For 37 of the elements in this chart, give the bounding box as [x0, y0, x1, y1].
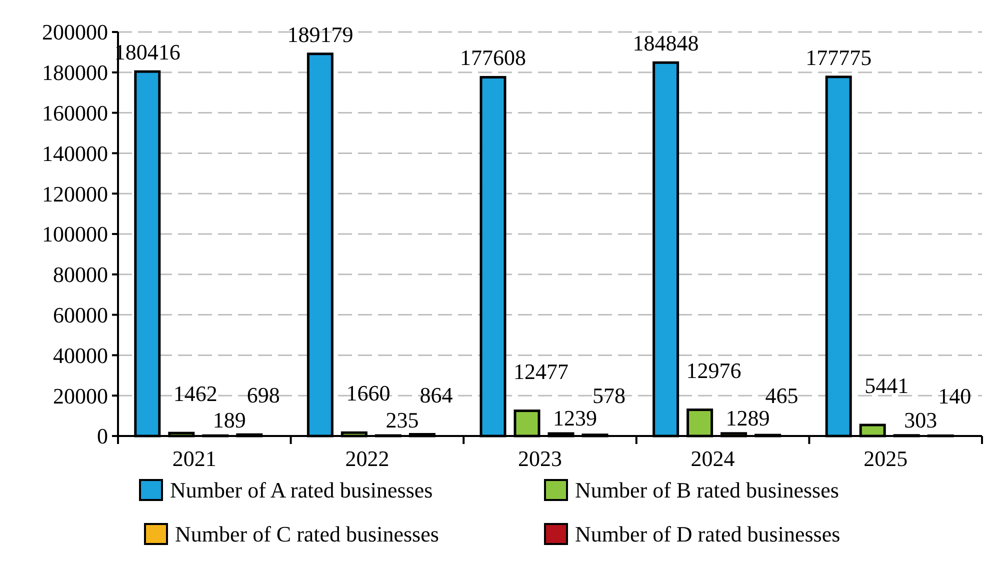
y-tick-label: 0 — [97, 424, 108, 449]
y-tick-label: 100000 — [42, 222, 108, 247]
data-label: 140 — [938, 384, 972, 409]
x-tick-label: 2021 — [172, 446, 216, 471]
data-label: 177775 — [806, 44, 872, 70]
y-tick-label: 20000 — [53, 383, 108, 408]
x-tick-label: 2024 — [690, 446, 735, 471]
data-label: 189179 — [287, 22, 354, 47]
legend-label: Number of D rated businesses — [575, 522, 840, 547]
data-label: 235 — [386, 408, 419, 433]
y-tick-label: 200000 — [42, 20, 108, 45]
data-label: 12477 — [514, 358, 568, 384]
legend-label: Number of C rated businesses — [175, 522, 439, 547]
data-label: 184848 — [632, 30, 699, 56]
data-label: 303 — [904, 407, 938, 432]
y-tick-label: 80000 — [53, 262, 108, 288]
data-label: 12976 — [686, 358, 742, 383]
data-label: 1660 — [346, 380, 390, 406]
legend-label: Number of A rated businesses — [170, 478, 433, 503]
x-tick-label: 2022 — [345, 446, 390, 471]
x-tick-label: 2023 — [518, 446, 562, 471]
y-tick-label: 180000 — [42, 60, 108, 86]
y-tick-label: 60000 — [53, 302, 108, 328]
data-label: 177608 — [460, 45, 526, 70]
x-tick-label: 2025 — [864, 446, 908, 471]
data-label: 698 — [246, 382, 280, 408]
data-label: 1462 — [173, 381, 218, 406]
y-tick-label: 40000 — [53, 342, 108, 368]
data-label: 5441 — [864, 373, 909, 398]
data-label: 578 — [592, 382, 626, 408]
y-tick-label: 120000 — [42, 181, 108, 206]
legend-label: Number of B rated businesses — [575, 478, 839, 503]
data-label: 1239 — [553, 405, 597, 430]
y-tick-label: 140000 — [42, 140, 108, 166]
y-tick-label: 160000 — [42, 100, 108, 126]
data-label: 189 — [212, 408, 246, 433]
data-label: 864 — [420, 382, 453, 408]
